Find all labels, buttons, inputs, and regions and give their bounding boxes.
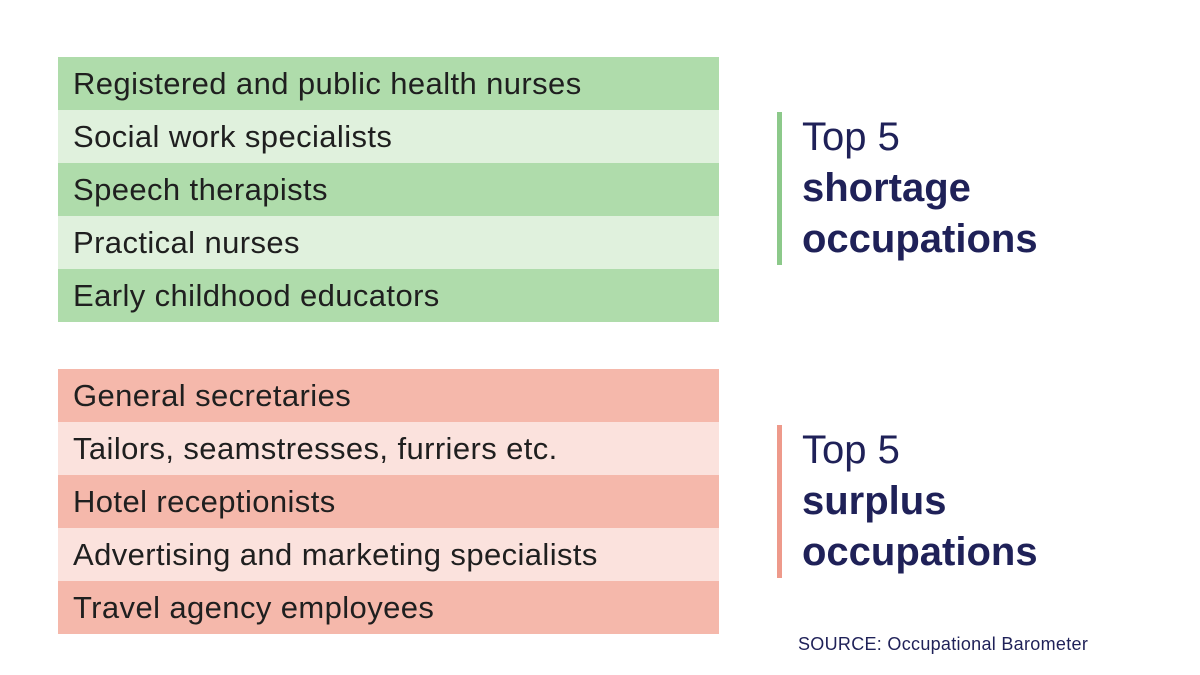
surplus-occupations-list: General secretaries Tailors, seamstresse…: [58, 369, 719, 634]
surplus-item: Hotel receptionists: [58, 475, 719, 528]
surplus-item: Tailors, seamstresses, furriers etc.: [58, 422, 719, 475]
surplus-heading-top: Top 5: [802, 428, 900, 472]
shortage-heading-top: Top 5: [802, 115, 900, 159]
surplus-heading: Top 5 surplus occupations: [777, 425, 1038, 578]
surplus-item: General secretaries: [58, 369, 719, 422]
shortage-item: Social work specialists: [58, 110, 719, 163]
source-note: SOURCE: Occupational Barometer: [798, 634, 1089, 654]
surplus-heading-keyword: surplus: [802, 479, 947, 523]
shortage-item: Registered and public health nurses: [58, 57, 719, 110]
shortage-heading: Top 5 shortage occupations: [777, 112, 1038, 265]
shortage-heading-occupations: occupations: [802, 217, 1038, 261]
shortage-item: Early childhood educators: [58, 269, 719, 322]
surplus-heading-occupations: occupations: [802, 530, 1038, 574]
surplus-item: Travel agency employees: [58, 581, 719, 634]
shortage-occupations-list: Registered and public health nurses Soci…: [58, 57, 719, 322]
surplus-item: Advertising and marketing specialists: [58, 528, 719, 581]
shortage-item: Practical nurses: [58, 216, 719, 269]
shortage-heading-keyword: shortage: [802, 166, 971, 210]
shortage-item: Speech therapists: [58, 163, 719, 216]
